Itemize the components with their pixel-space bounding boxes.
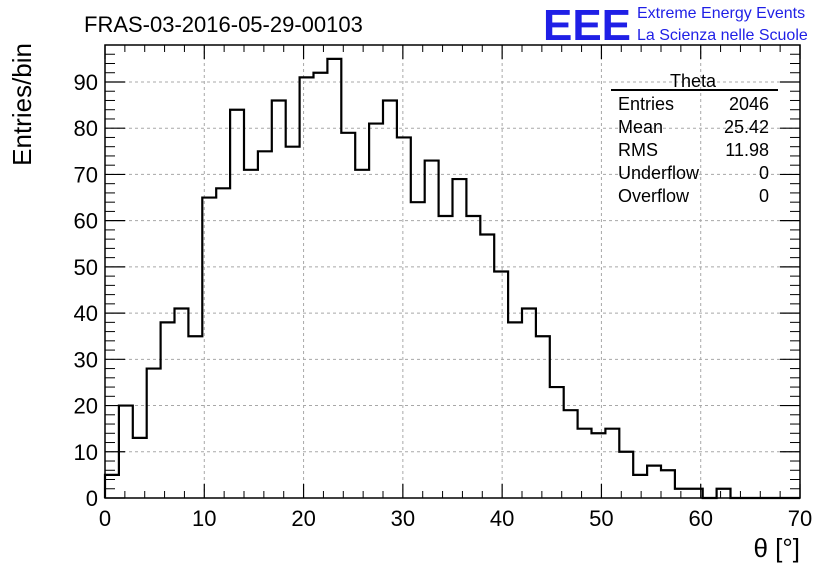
stats-label: Mean	[618, 117, 663, 137]
stats-box-title: Theta	[670, 71, 717, 91]
stats-label: Overflow	[618, 186, 690, 206]
eee-org-line2: La Scienza nelle Scuole	[637, 27, 808, 44]
y-tick-label: 60	[74, 209, 98, 234]
histogram-outline	[103, 57, 800, 500]
stats-value: 0	[759, 163, 769, 183]
grid	[105, 45, 800, 498]
y-tick-label: 30	[74, 347, 98, 372]
y-tick-label: 10	[74, 440, 98, 465]
x-tick-label: 70	[788, 506, 812, 531]
y-tick-label: 80	[74, 116, 98, 141]
x-tick-labels: 0 10 20 30 40 50 60 70	[99, 506, 812, 531]
y-tick-label: 50	[74, 255, 98, 280]
plot-frame	[104, 44, 801, 499]
x-axis-label: θ [°]	[753, 533, 800, 563]
y-tick-label: 40	[74, 301, 98, 326]
x-tick-label: 10	[192, 506, 216, 531]
stats-value: 0	[759, 186, 769, 206]
stats-label: RMS	[618, 140, 658, 160]
stats-box: Theta Entries 2046 Mean 25.42 RMS 11.98 Underf…	[611, 71, 778, 206]
stats-label: Entries	[618, 94, 674, 114]
x-tick-label: 20	[291, 506, 315, 531]
stats-box-rows: Entries 2046 Mean 25.42 RMS 11.98 Underflow 0 Ov…	[618, 94, 769, 206]
eee-logo-letters: EEE	[543, 1, 631, 50]
stats-value: 2046	[729, 94, 769, 114]
y-tick-label: 20	[74, 394, 98, 419]
eee-logo: EEE Extreme Energy Events La Scienza nel…	[543, 1, 808, 50]
stats-label: Underflow	[618, 163, 700, 183]
stats-value: 25.42	[724, 117, 769, 137]
x-tick-label: 0	[99, 506, 111, 531]
x-tick-label: 50	[589, 506, 613, 531]
stats-value: 11.98	[725, 140, 769, 160]
run-title: FRAS-03-2016-05-29-00103	[84, 12, 363, 37]
axis-ticks	[104, 44, 801, 499]
y-axis-label: Entries/bin	[7, 43, 37, 166]
y-tick-label: 0	[86, 486, 98, 511]
y-tick-label: 70	[74, 162, 98, 187]
y-tick-label: 90	[74, 70, 98, 95]
x-tick-label: 60	[688, 506, 712, 531]
y-tick-labels: 0 10 20 30 40 50 60 70 80 90	[74, 70, 98, 511]
x-tick-label: 40	[490, 506, 514, 531]
x-tick-label: 30	[391, 506, 415, 531]
eee-org-line1: Extreme Energy Events	[637, 5, 805, 22]
